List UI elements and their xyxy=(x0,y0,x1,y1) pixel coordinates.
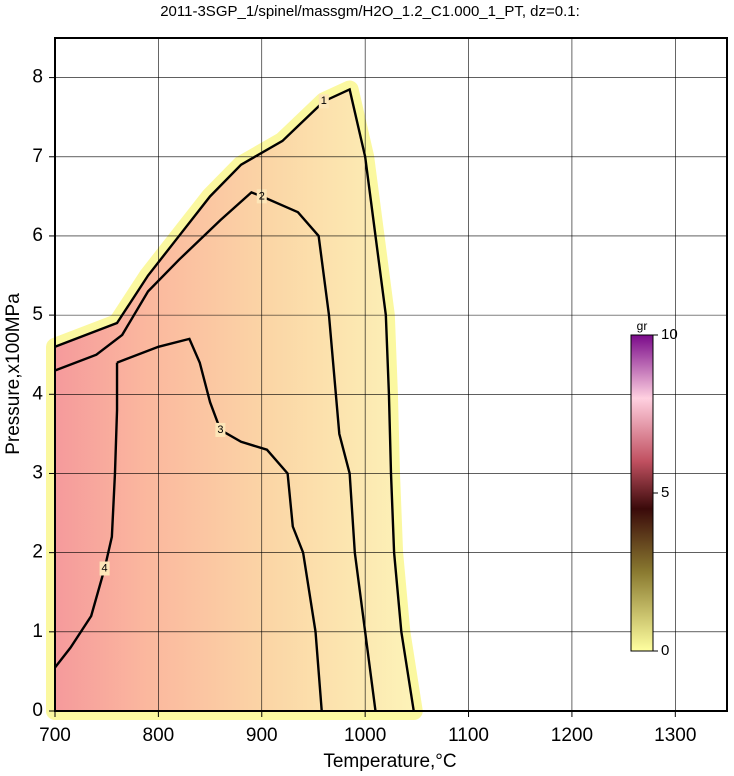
y-tick-label: 5 xyxy=(32,304,43,325)
contour-label-bg xyxy=(318,94,329,109)
y-tick-label: 7 xyxy=(32,146,43,167)
contour-label-bg xyxy=(99,561,110,576)
contour-line xyxy=(54,87,415,712)
x-tick-label: 1100 xyxy=(448,725,489,746)
y-tick-label: 4 xyxy=(32,383,43,404)
colorbar xyxy=(630,334,654,652)
x-tick-label: 1200 xyxy=(551,725,593,746)
x-tick-label: 700 xyxy=(39,725,71,746)
y-axis-label: Pressure,x100MPa xyxy=(3,293,24,455)
y-tick-label: 1 xyxy=(32,621,43,642)
colorbar-tick-label: 10 xyxy=(661,326,678,343)
y-tick-label: 3 xyxy=(32,462,43,483)
contour-line xyxy=(54,191,377,712)
x-tick-label: 900 xyxy=(246,725,278,746)
x-axis-label: Temperature,°C xyxy=(323,751,456,772)
y-tick-label: 2 xyxy=(32,542,43,563)
contour-label: 4 xyxy=(102,562,108,574)
x-tick-label: 800 xyxy=(143,725,175,746)
y-tick-label: 0 xyxy=(32,700,43,721)
x-tick-label: 1300 xyxy=(654,725,696,746)
chart-title: 2011-3SGP_1/spinel/massgm/H2O_1.2_C1.000… xyxy=(160,3,580,20)
x-tick-label: 1000 xyxy=(344,725,386,746)
y-tick-label: 8 xyxy=(32,67,43,88)
plot-frame xyxy=(54,37,728,712)
colorbar-tick-label: 0 xyxy=(661,642,669,659)
y-tick-label: 6 xyxy=(32,225,43,246)
contour-label-bg xyxy=(215,422,226,437)
colorbar-label: gr xyxy=(637,319,648,333)
contour-label: 3 xyxy=(217,424,223,436)
contour-label: 1 xyxy=(321,95,327,107)
colorbar-tick-label: 5 xyxy=(661,484,669,501)
fill-region xyxy=(55,89,414,711)
contour-line xyxy=(116,337,323,712)
